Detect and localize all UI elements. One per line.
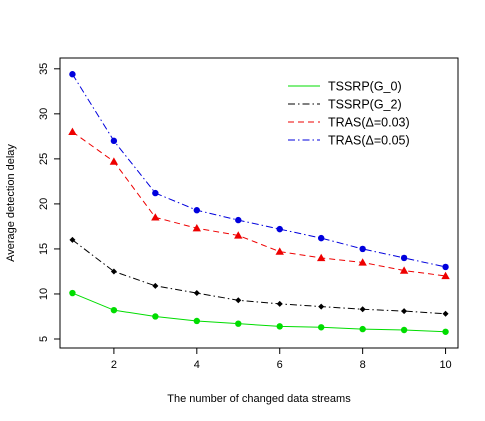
legend-label: TRAS(Δ=0.05) (328, 134, 410, 148)
series-layer (68, 71, 450, 335)
x-tick-label: 8 (360, 359, 366, 371)
legend: TSSRP(G_0) TSSRP(G_2) TRAS(Δ=0.03) TRAS(Δ=0… (288, 80, 410, 148)
data-point (152, 189, 159, 197)
data-point (399, 266, 409, 274)
data-point (359, 306, 366, 313)
y-tick-label: 15 (38, 243, 50, 255)
plot-frame (59, 57, 459, 349)
data-point (441, 271, 450, 280)
data-point (110, 137, 118, 145)
y-tick-label: 10 (38, 288, 50, 300)
data-point (110, 306, 118, 314)
data-point (193, 317, 201, 325)
x-axis: 2 4 6 8 10 (111, 348, 452, 371)
data-point (442, 328, 449, 335)
x-tick-label: 2 (111, 359, 117, 371)
data-point (235, 320, 242, 327)
y-tick-label: 20 (38, 198, 50, 210)
data-point (401, 308, 408, 315)
data-point (152, 313, 159, 320)
data-point (358, 258, 367, 266)
y-tick-label: 25 (38, 153, 50, 165)
y-tick-label: 35 (38, 63, 50, 75)
data-point (235, 297, 242, 304)
data-point (110, 268, 117, 275)
data-point (68, 127, 77, 136)
data-point (318, 303, 325, 310)
data-point (193, 207, 201, 214)
series-line (72, 131, 446, 277)
data-point (151, 213, 160, 221)
legend-label: TRAS(Δ=0.03) (328, 116, 410, 130)
series-line (72, 73, 446, 268)
data-point (109, 157, 119, 165)
data-point (276, 323, 283, 330)
data-point (275, 247, 284, 255)
series-3 (68, 127, 450, 280)
data-point (192, 224, 202, 232)
data-point (442, 310, 449, 317)
series-1 (69, 289, 449, 335)
series-line (72, 239, 446, 315)
data-point (359, 245, 366, 253)
data-point (442, 263, 449, 271)
data-point (69, 71, 76, 78)
series-line (72, 292, 446, 333)
y-axis: 5 10 15 20 25 30 35 (38, 63, 60, 342)
data-point (69, 289, 76, 297)
data-point (276, 225, 283, 233)
data-point (359, 325, 366, 333)
series-2 (69, 236, 449, 317)
data-point (400, 326, 408, 334)
data-point (234, 231, 243, 239)
x-tick-label: 10 (439, 359, 451, 371)
y-axis-title: Average detection delay (5, 144, 17, 262)
data-point (317, 234, 325, 242)
data-point (152, 282, 159, 289)
legend-label: TSSRP(G_0) (328, 80, 402, 94)
data-point (193, 290, 200, 297)
x-tick-label: 4 (194, 359, 200, 371)
data-point (316, 253, 326, 262)
data-point (400, 254, 408, 262)
data-point (276, 300, 283, 307)
series-4 (69, 71, 449, 271)
legend-label: TSSRP(G_2) (328, 98, 402, 112)
x-tick-label: 6 (277, 359, 283, 371)
data-point (235, 216, 242, 224)
data-point (317, 324, 325, 331)
x-axis-title: The number of changed data streams (167, 393, 351, 405)
y-tick-label: 30 (38, 108, 50, 120)
data-point (69, 236, 76, 243)
y-tick-label: 5 (38, 336, 50, 342)
